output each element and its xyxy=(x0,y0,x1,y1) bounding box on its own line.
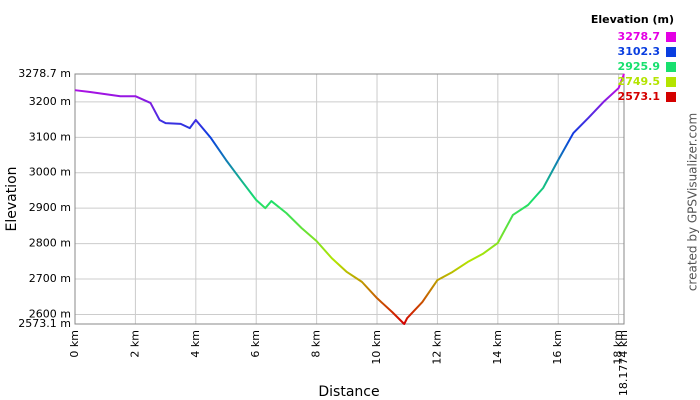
y-tick-label: 2700 m xyxy=(29,272,71,285)
legend-swatch xyxy=(666,32,676,42)
elevation-line xyxy=(74,73,625,325)
y-tick-label: 3200 m xyxy=(29,95,71,108)
x-tick-label: 4 km xyxy=(189,330,202,358)
legend-value: 2749.5 xyxy=(618,75,660,88)
x-tick-label: 0 km xyxy=(68,330,81,358)
y-tick-label: 3278.7 m xyxy=(18,67,71,80)
credit: created by GPSVisualizer.com xyxy=(686,113,700,291)
x-tick-label: 12 km xyxy=(430,330,443,365)
legend-swatch xyxy=(666,92,676,102)
x-tick-label: 2 km xyxy=(128,330,141,358)
legend-value: 2573.1 xyxy=(618,90,660,103)
y-axis-title: Elevation xyxy=(4,166,20,231)
legend-value: 3278.7 xyxy=(618,30,660,43)
y-tick-label: 2900 m xyxy=(29,201,71,214)
x-tick-label: 8 km xyxy=(310,330,323,358)
x-tick-label: 10 km xyxy=(370,330,383,365)
legend-swatch xyxy=(666,77,676,87)
y-tick-label: 2600 m xyxy=(29,307,71,320)
y-tick-label: 3100 m xyxy=(29,130,71,143)
legend-title: Elevation (m) xyxy=(591,13,674,26)
x-tick-label: 16 km xyxy=(551,330,564,365)
plot-border xyxy=(74,73,625,325)
y-tick-label: 2573.1 m xyxy=(18,317,71,330)
x-tick-label: 14 km xyxy=(491,330,504,365)
legend-swatch xyxy=(666,47,676,57)
legend-value: 3102.3 xyxy=(618,45,660,58)
y-tick-label: 3000 m xyxy=(29,166,71,179)
x-tick-label: 6 km xyxy=(249,330,262,358)
x-tick-label: 18.1774 km xyxy=(617,330,630,396)
legend-swatch xyxy=(666,62,676,72)
y-tick-label: 2800 m xyxy=(29,237,71,250)
legend-value: 2925.9 xyxy=(618,60,660,73)
x-axis-title: Distance xyxy=(318,384,379,400)
x-tick-label: 18 km xyxy=(612,330,625,365)
